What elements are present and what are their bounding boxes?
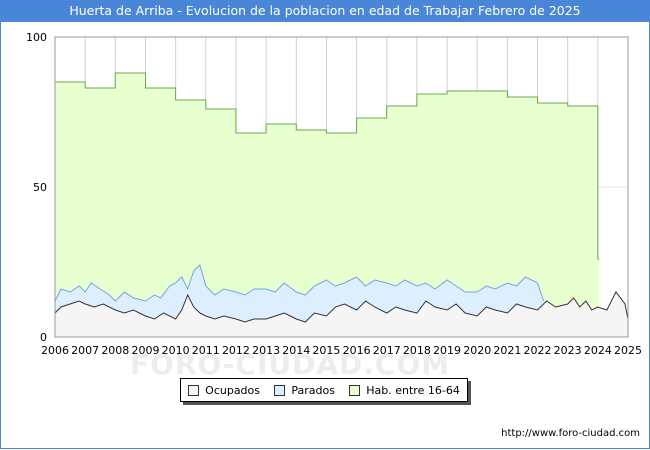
legend-swatch-ocupados [188,384,200,396]
x-tick-label-2024: 2024 [584,344,612,357]
x-tick-label-2021: 2021 [493,344,521,357]
series-line-2 [54,291,629,323]
legend-item-hab: Hab. entre 16-64 [349,384,460,397]
y-tick-label-100: 100 [26,31,47,44]
legend: Ocupados Parados Hab. entre 16-64 [180,378,468,402]
x-tick-label-2009: 2009 [131,344,159,357]
x-tick-label-2008: 2008 [101,344,129,357]
legend-swatch-parados [274,384,286,396]
x-tick-label-2011: 2011 [192,344,220,357]
x-tick-label-2019: 2019 [433,344,461,357]
plot-border [54,36,629,338]
source-url[interactable]: http://www.foro-ciudad.com [501,428,640,439]
y-tick-label-0: 0 [40,331,47,344]
x-tick-label-2006: 2006 [41,344,69,357]
x-tick-label-2025: 2025 [614,344,642,357]
x-tick-label-2014: 2014 [282,344,310,357]
series-line-1 [54,264,545,302]
x-tick-label-2020: 2020 [463,344,491,357]
x-tick-label-2023: 2023 [554,344,582,357]
series-line-0 [55,72,600,260]
chart-title: Huerta de Arriba - Evolucion de la pobla… [0,0,650,22]
x-tick-label-2015: 2015 [312,344,340,357]
x-tick-label-2022: 2022 [524,344,552,357]
series-layer [54,72,629,337]
x-tick-label-2007: 2007 [71,344,99,357]
tick-layer: 2006 2007 2008 2009 2010 2011 2012 2013 2014 2015… [26,31,642,357]
series-area-2 [55,292,628,337]
legend-swatch-hab [349,384,361,396]
legend-item-ocupados: Ocupados [188,384,260,397]
x-tick-label-2013: 2013 [252,344,280,357]
legend-label-parados: Parados [291,383,335,397]
legend-label-ocupados: Ocupados [205,383,261,397]
x-tick-label-2012: 2012 [222,344,250,357]
watermark: FORO-CIUDAD.COM [130,348,451,381]
x-tick-label-2018: 2018 [403,344,431,357]
y-tick-label-50: 50 [33,181,47,194]
x-tick-label-2010: 2010 [162,344,190,357]
x-tick-label-2016: 2016 [343,344,371,357]
series-area-0 [55,73,600,337]
legend-item-parados: Parados [274,384,335,397]
legend-label-hab: Hab. entre 16-64 [366,383,460,397]
x-tick-label-2017: 2017 [373,344,401,357]
